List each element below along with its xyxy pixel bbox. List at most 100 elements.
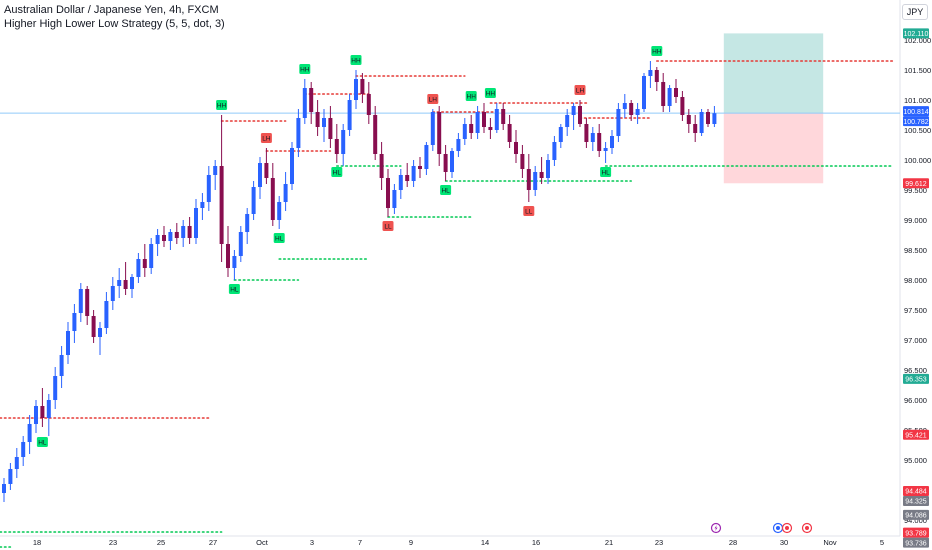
candle (66, 322, 70, 364)
candle (360, 73, 365, 103)
candle (373, 106, 378, 160)
swing-label-lh: LH (260, 133, 272, 143)
swing-label-text: LH (429, 97, 438, 104)
swing-label-hh: HH (465, 91, 477, 101)
swing-label-box (350, 55, 362, 65)
candle-body (136, 259, 141, 277)
candle (366, 82, 371, 124)
symbol-title: Australian Dollar / Japanese Yen, 4h, FX… (4, 4, 219, 16)
candle (635, 103, 640, 124)
candle (526, 154, 531, 202)
lightning-glyph (714, 525, 718, 531)
candle-body (462, 124, 467, 139)
candle (667, 85, 672, 112)
candle (219, 115, 224, 262)
price-tag-text: 94.325 (905, 499, 927, 506)
candle-body (270, 178, 275, 220)
candle-body (616, 109, 621, 136)
candle (174, 223, 179, 244)
price-tag-box (903, 106, 929, 117)
candle (642, 73, 646, 112)
candle-body (488, 127, 493, 130)
price-tag-entry: 100.782 (903, 116, 929, 127)
candle (53, 367, 58, 409)
candle (712, 106, 717, 127)
target-zone (723, 33, 824, 114)
candle (194, 199, 198, 244)
swing-label-box (299, 64, 311, 74)
candle-body (520, 154, 525, 169)
price-tag-box (903, 485, 929, 496)
y-tick-label: 99.000 (904, 216, 927, 225)
flag-glyph (805, 526, 809, 530)
lightning-icon[interactable] (710, 522, 722, 534)
flag-icon[interactable] (801, 522, 813, 534)
candle (2, 478, 6, 502)
currency-button[interactable]: JPY (902, 4, 928, 20)
candle (232, 250, 237, 280)
time-axis: 18 23 25 27 Oct 3 7 9 14 16 21 23 28 30 Nov 5 (33, 538, 884, 547)
candle (661, 73, 666, 112)
candle (104, 292, 109, 334)
y-tick-label: 99.500 (904, 186, 927, 195)
swing-label-hl: HL (228, 284, 240, 294)
candle (520, 145, 525, 178)
x-tick-label: Oct (256, 538, 269, 547)
candle (629, 100, 634, 121)
candle-body (85, 289, 90, 316)
swing-label-hh: HH (484, 88, 496, 98)
price-tag-box (903, 429, 929, 440)
candle-body (667, 88, 672, 106)
flag-icon[interactable] (781, 522, 793, 534)
candle (686, 109, 691, 133)
candle-body (91, 316, 96, 337)
candle-body (110, 286, 115, 301)
candle-body (277, 202, 282, 220)
candle (354, 70, 358, 109)
swing-label-box (484, 88, 496, 98)
candle (110, 277, 115, 310)
candle (59, 346, 64, 388)
candle (8, 463, 13, 490)
candle-body (699, 112, 704, 133)
candle (616, 103, 621, 142)
swing-label-box (382, 221, 394, 231)
candle-body (482, 112, 486, 127)
candle-body (507, 124, 512, 142)
candle (693, 115, 698, 142)
candle (610, 130, 614, 154)
candle (315, 100, 320, 136)
candle (674, 79, 678, 103)
swing-labels: HL HH HL LH HL HH HL HH LL LH HL HH HH LL LH HL HH (36, 46, 663, 447)
flag-icon[interactable] (772, 522, 784, 534)
candle-body (475, 112, 480, 133)
candle (277, 196, 282, 229)
candle (622, 94, 627, 118)
swing-label-box (427, 94, 439, 104)
swing-label-text: HL (333, 170, 342, 177)
candle-body (642, 76, 646, 109)
candle (571, 103, 576, 130)
swing-label-hh: HH (299, 64, 311, 74)
price-tag-text: 94.484 (905, 489, 927, 496)
candle-body (2, 484, 6, 493)
candle (424, 142, 429, 175)
candle (482, 103, 486, 133)
candle (27, 415, 32, 454)
chart-title: Australian Dollar / Japanese Yen, 4h, FX… (4, 3, 225, 31)
candle (552, 136, 557, 166)
swing-label-text: LL (525, 209, 533, 216)
candle (546, 154, 550, 184)
candle (270, 163, 275, 226)
y-tick-label: 100.500 (904, 126, 931, 135)
candle (21, 436, 26, 466)
candle-body (654, 70, 659, 82)
y-tick-label: 94.000 (904, 516, 927, 525)
candle (341, 124, 346, 166)
candle-body (213, 166, 218, 175)
candle (514, 130, 518, 163)
candle-body (142, 259, 147, 268)
swing-label-box (523, 206, 535, 216)
swing-label-box (331, 167, 343, 177)
